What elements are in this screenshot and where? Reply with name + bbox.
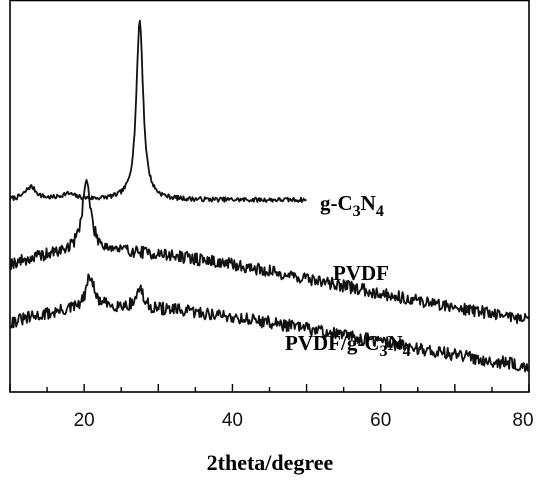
x-axis-tick-labels: 20 40 60 80	[74, 410, 534, 431]
series-line-2	[9, 273, 530, 373]
series-label-subscript: 4	[376, 203, 384, 220]
x-tick-label: 80	[512, 410, 533, 431]
series-label-text: PVDF/g-C	[285, 331, 379, 355]
series-label-2: PVDF/g-C3N4	[285, 331, 411, 360]
series-label-text: g-C	[320, 191, 353, 215]
x-tick-label: 40	[222, 410, 243, 431]
x-tick-label: 60	[370, 410, 391, 431]
series-label-subscript: 3	[379, 343, 387, 360]
series-label-text: N	[361, 191, 376, 215]
series-label-subscript: 3	[353, 203, 361, 220]
series-line-0	[9, 19, 307, 204]
x-axis-ticks	[9, 384, 530, 392]
x-tick-label: 20	[74, 410, 95, 431]
series-line-1	[9, 178, 530, 325]
series-label-text: N	[387, 331, 402, 355]
series-group	[9, 19, 530, 373]
series-label-subscript: 4	[403, 343, 411, 360]
series-label-1: PVDF	[333, 261, 389, 285]
series-label-text: PVDF	[333, 261, 389, 285]
x-axis-title: 2theta/degree	[207, 450, 334, 475]
series-label-0: g-C3N4	[320, 191, 384, 220]
